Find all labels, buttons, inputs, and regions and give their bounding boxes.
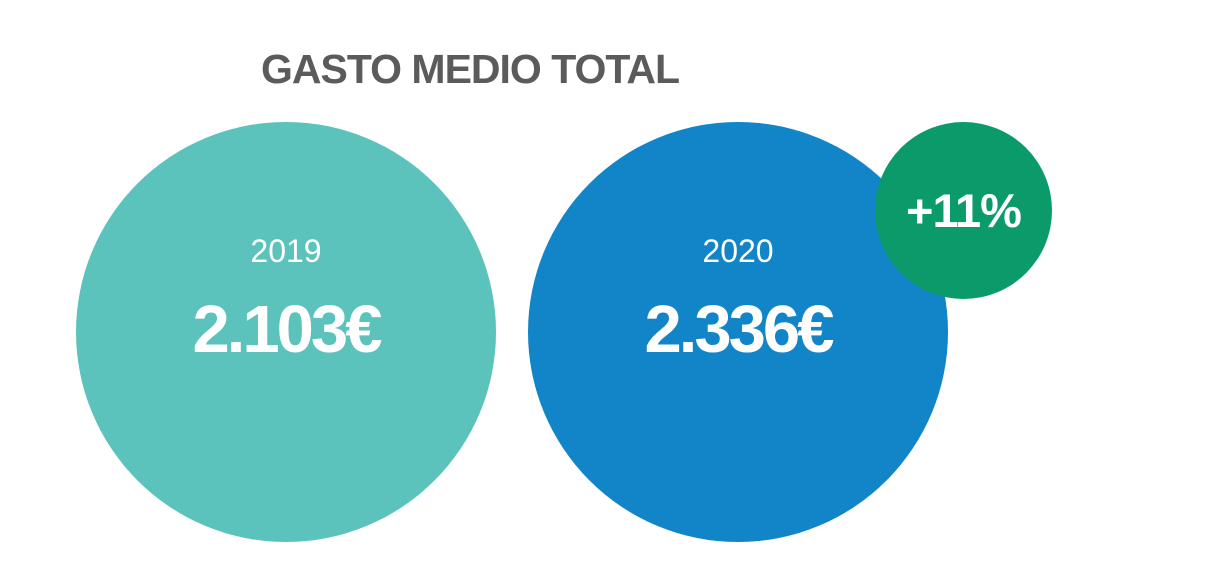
change-label: +11% (906, 184, 1022, 237)
value-label-2020: 2.336€ (644, 292, 835, 367)
year-label-2019: 2019 (250, 233, 322, 269)
bubble-2019: 2019 2.103€ (76, 122, 496, 542)
year-label-2020: 2020 (702, 233, 774, 269)
chart-title: GASTO MEDIO TOTAL (261, 46, 680, 92)
change-badge: +11% (875, 122, 1052, 299)
value-label-2019: 2.103€ (192, 292, 383, 367)
